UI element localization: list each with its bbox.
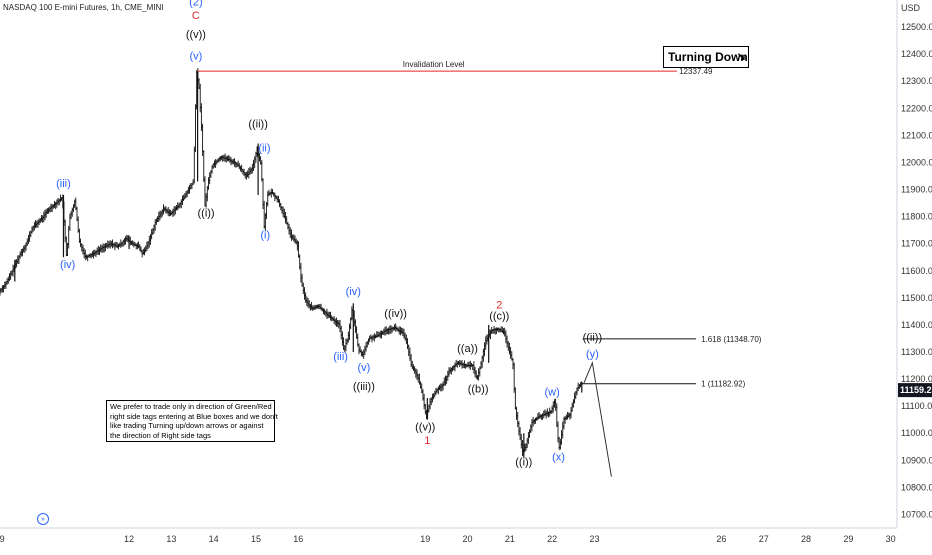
wave-label: (y) [586,348,599,360]
fib-level-label: 1.618 (11348.70) [701,335,762,344]
note-line: right side tags entering at Blue boxes a… [110,411,278,421]
turning-label: Turning Down [668,50,748,64]
y-tick-label: 11900.00 [901,185,932,195]
go-to-realtime-button[interactable]: » [37,513,49,525]
x-tick-label: 20 [463,534,473,544]
x-tick-label: 14 [209,534,219,544]
current-price-tag [898,383,932,398]
wave-label: (iii) [333,351,348,363]
y-tick-label: 12200.00 [901,103,932,113]
down-arrow-icon: ↘ [736,51,746,63]
note-line: the direction of Right side tags [110,430,211,440]
y-tick-label: 11300.00 [901,347,932,357]
wave-label: 1 [424,435,430,447]
wave-label: (w) [545,386,560,398]
wave-label: ((i)) [198,208,215,220]
currency-label: USD [901,3,921,13]
x-tick-label: 26 [716,534,726,544]
wave-label: (iii) [56,178,71,190]
wave-label: 2 [496,300,502,312]
x-tick-label: 21 [505,534,515,544]
wave-label: (iv) [346,286,361,298]
chart-title: NASDAQ 100 E-mini Futures, 1h, CME_MINI [3,3,164,12]
wave-label: ((c)) [489,311,509,323]
wave-label: ((ii)) [248,118,268,130]
note-line: like trading Turning up/down arrows or a… [110,421,264,430]
x-tick-label: 9 [0,534,5,544]
note-line: We prefer to trade only in direction of … [110,402,272,411]
invalidation-value: 12337.49 [679,67,713,76]
y-tick-label: 11400.00 [901,320,932,330]
y-tick-label: 10700.00 [901,509,932,519]
y-tick-label: 11700.00 [901,239,932,249]
x-tick-label: 23 [589,534,599,544]
x-tick-label: 15 [251,534,261,544]
wave-label: ((i)) [515,457,532,469]
y-tick-label: 11000.00 [901,428,932,438]
x-tick-label: 19 [420,534,430,544]
x-tick-label: 13 [166,534,176,544]
x-tick-label: 27 [759,534,769,544]
wave-label: (v) [357,362,370,374]
y-tick-label: 11600.00 [901,266,932,276]
wave-label: ((b)) [468,384,489,396]
wave-label: ((ii)) [583,332,603,344]
x-tick-label: 22 [547,534,557,544]
y-tick-label: 11200.00 [901,374,932,384]
fib-level-label: 1 (11182.92) [701,380,746,389]
wave-label: (2) [189,0,202,8]
wave-label: ((iii)) [353,381,375,393]
x-tick-label: 29 [843,534,853,544]
y-tick-label: 11500.00 [901,293,932,303]
x-tick-label: 30 [886,534,896,544]
current-price-value: 11159.25 [900,385,932,395]
y-tick-label: 10800.00 [901,482,932,492]
wave-label: (x) [552,451,565,463]
y-tick-label: 12000.00 [901,157,932,167]
projection-path [583,361,612,477]
y-tick-label: 12100.00 [901,130,932,140]
wave-label: (iv) [60,259,75,271]
wave-label: (v) [189,51,202,63]
wave-label: C [192,10,200,22]
x-tick-label: 12 [124,534,134,544]
y-tick-label: 12300.00 [901,76,932,86]
x-tick-label: 28 [801,534,811,544]
wave-label: ((a)) [457,343,478,355]
trading-note-box: We prefer to trade only in direction of … [106,400,278,442]
wave-label: (ii) [258,143,270,155]
wave-label: ((v)) [415,422,435,434]
wave-label: ((v)) [186,29,206,41]
y-tick-label: 12400.00 [901,49,932,59]
y-tick-label: 11100.00 [901,401,932,411]
y-tick-label: 11800.00 [901,212,932,222]
y-tick-label: 10900.00 [901,455,932,465]
y-tick-label: 12500.00 [901,22,932,32]
wave-label: ((iv)) [384,308,407,320]
invalidation-label: Invalidation Level [403,60,465,69]
turning-down-box: Turning Down ↘ [663,46,749,68]
x-tick-label: 16 [293,534,303,544]
wave-label: (i) [260,229,270,241]
